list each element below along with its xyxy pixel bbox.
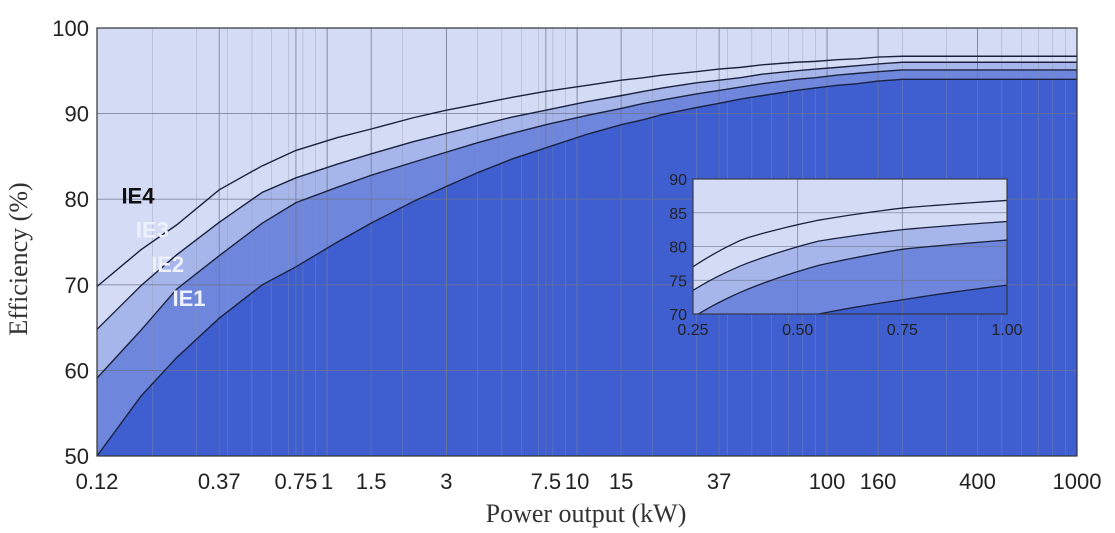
inset-x-tick-label: 0.75	[887, 322, 918, 339]
inset-x-tick-label: 1.00	[991, 322, 1022, 339]
inset-x-tick-label: 0.25	[677, 322, 708, 339]
x-tick-label: 1000	[1053, 469, 1102, 494]
inset-y-tick-label: 90	[669, 172, 687, 189]
curve-ie4	[96, 55, 1077, 288]
plot-frame	[96, 27, 1078, 457]
inset-grid-lines	[693, 179, 1007, 314]
x-tick-label: 3	[440, 469, 452, 494]
inset-y-tick-label: 85	[669, 206, 687, 223]
x-axis-title: Power output (kW)	[486, 499, 687, 528]
x-tick-label: 1.5	[356, 469, 387, 494]
curve-ie1	[96, 78, 1077, 457]
y-tick-label: 80	[65, 187, 89, 212]
y-tick-label: 90	[65, 102, 89, 127]
y-tick-label: 50	[65, 444, 89, 469]
grid-lines	[96, 27, 1078, 457]
inset-y-tick-label: 80	[669, 240, 687, 257]
main-plot-area: 0.12 0.37 0.75 1 1.5 3 7.5 10 15 37 100 160 400 10005…	[52, 16, 1101, 494]
label-ie1: IE1	[172, 286, 205, 311]
label-ie2: IE2	[151, 252, 184, 277]
inset-zoom-plot: 0.25 0.50 0.75 1.00 70 75 80 85 90	[669, 172, 1022, 339]
y-axis-title: Efficiency (%)	[4, 182, 33, 335]
inset-frame	[692, 178, 1008, 315]
band-ie1	[97, 79, 1077, 457]
x-tick-label: 0.75	[275, 469, 318, 494]
y-tick-label: 60	[65, 358, 89, 383]
inset-curve-ie3	[693, 220, 1007, 291]
x-tick-label: 160	[860, 469, 897, 494]
curve-ie3	[96, 61, 1077, 330]
x-tick-label: 100	[809, 469, 846, 494]
label-ie3: IE3	[136, 218, 169, 243]
inset-band-ie1	[818, 285, 1007, 314]
x-tick-label: 37	[707, 469, 731, 494]
x-tick-label: 7.5	[531, 469, 562, 494]
x-tick-label: 15	[609, 469, 633, 494]
x-tick-label: 0.12	[76, 469, 119, 494]
x-tick-label: 1	[321, 469, 333, 494]
x-tick-label: 10	[565, 469, 589, 494]
x-tick-label: 0.37	[198, 469, 241, 494]
inset-y-tick-label: 75	[669, 273, 687, 290]
inset-curve-ie1	[816, 284, 1007, 314]
x-tick-label: 400	[959, 469, 996, 494]
inset-curve-ie4	[693, 199, 1007, 268]
inset-y-tick-label: 70	[669, 307, 687, 324]
inset-curve-ie2	[697, 239, 1007, 314]
curve-ie2	[96, 69, 1077, 379]
y-tick-label: 70	[65, 273, 89, 298]
inset-x-tick-label: 0.50	[782, 322, 813, 339]
label-ie4: IE4	[121, 183, 155, 208]
y-tick-label: 100	[52, 16, 89, 41]
